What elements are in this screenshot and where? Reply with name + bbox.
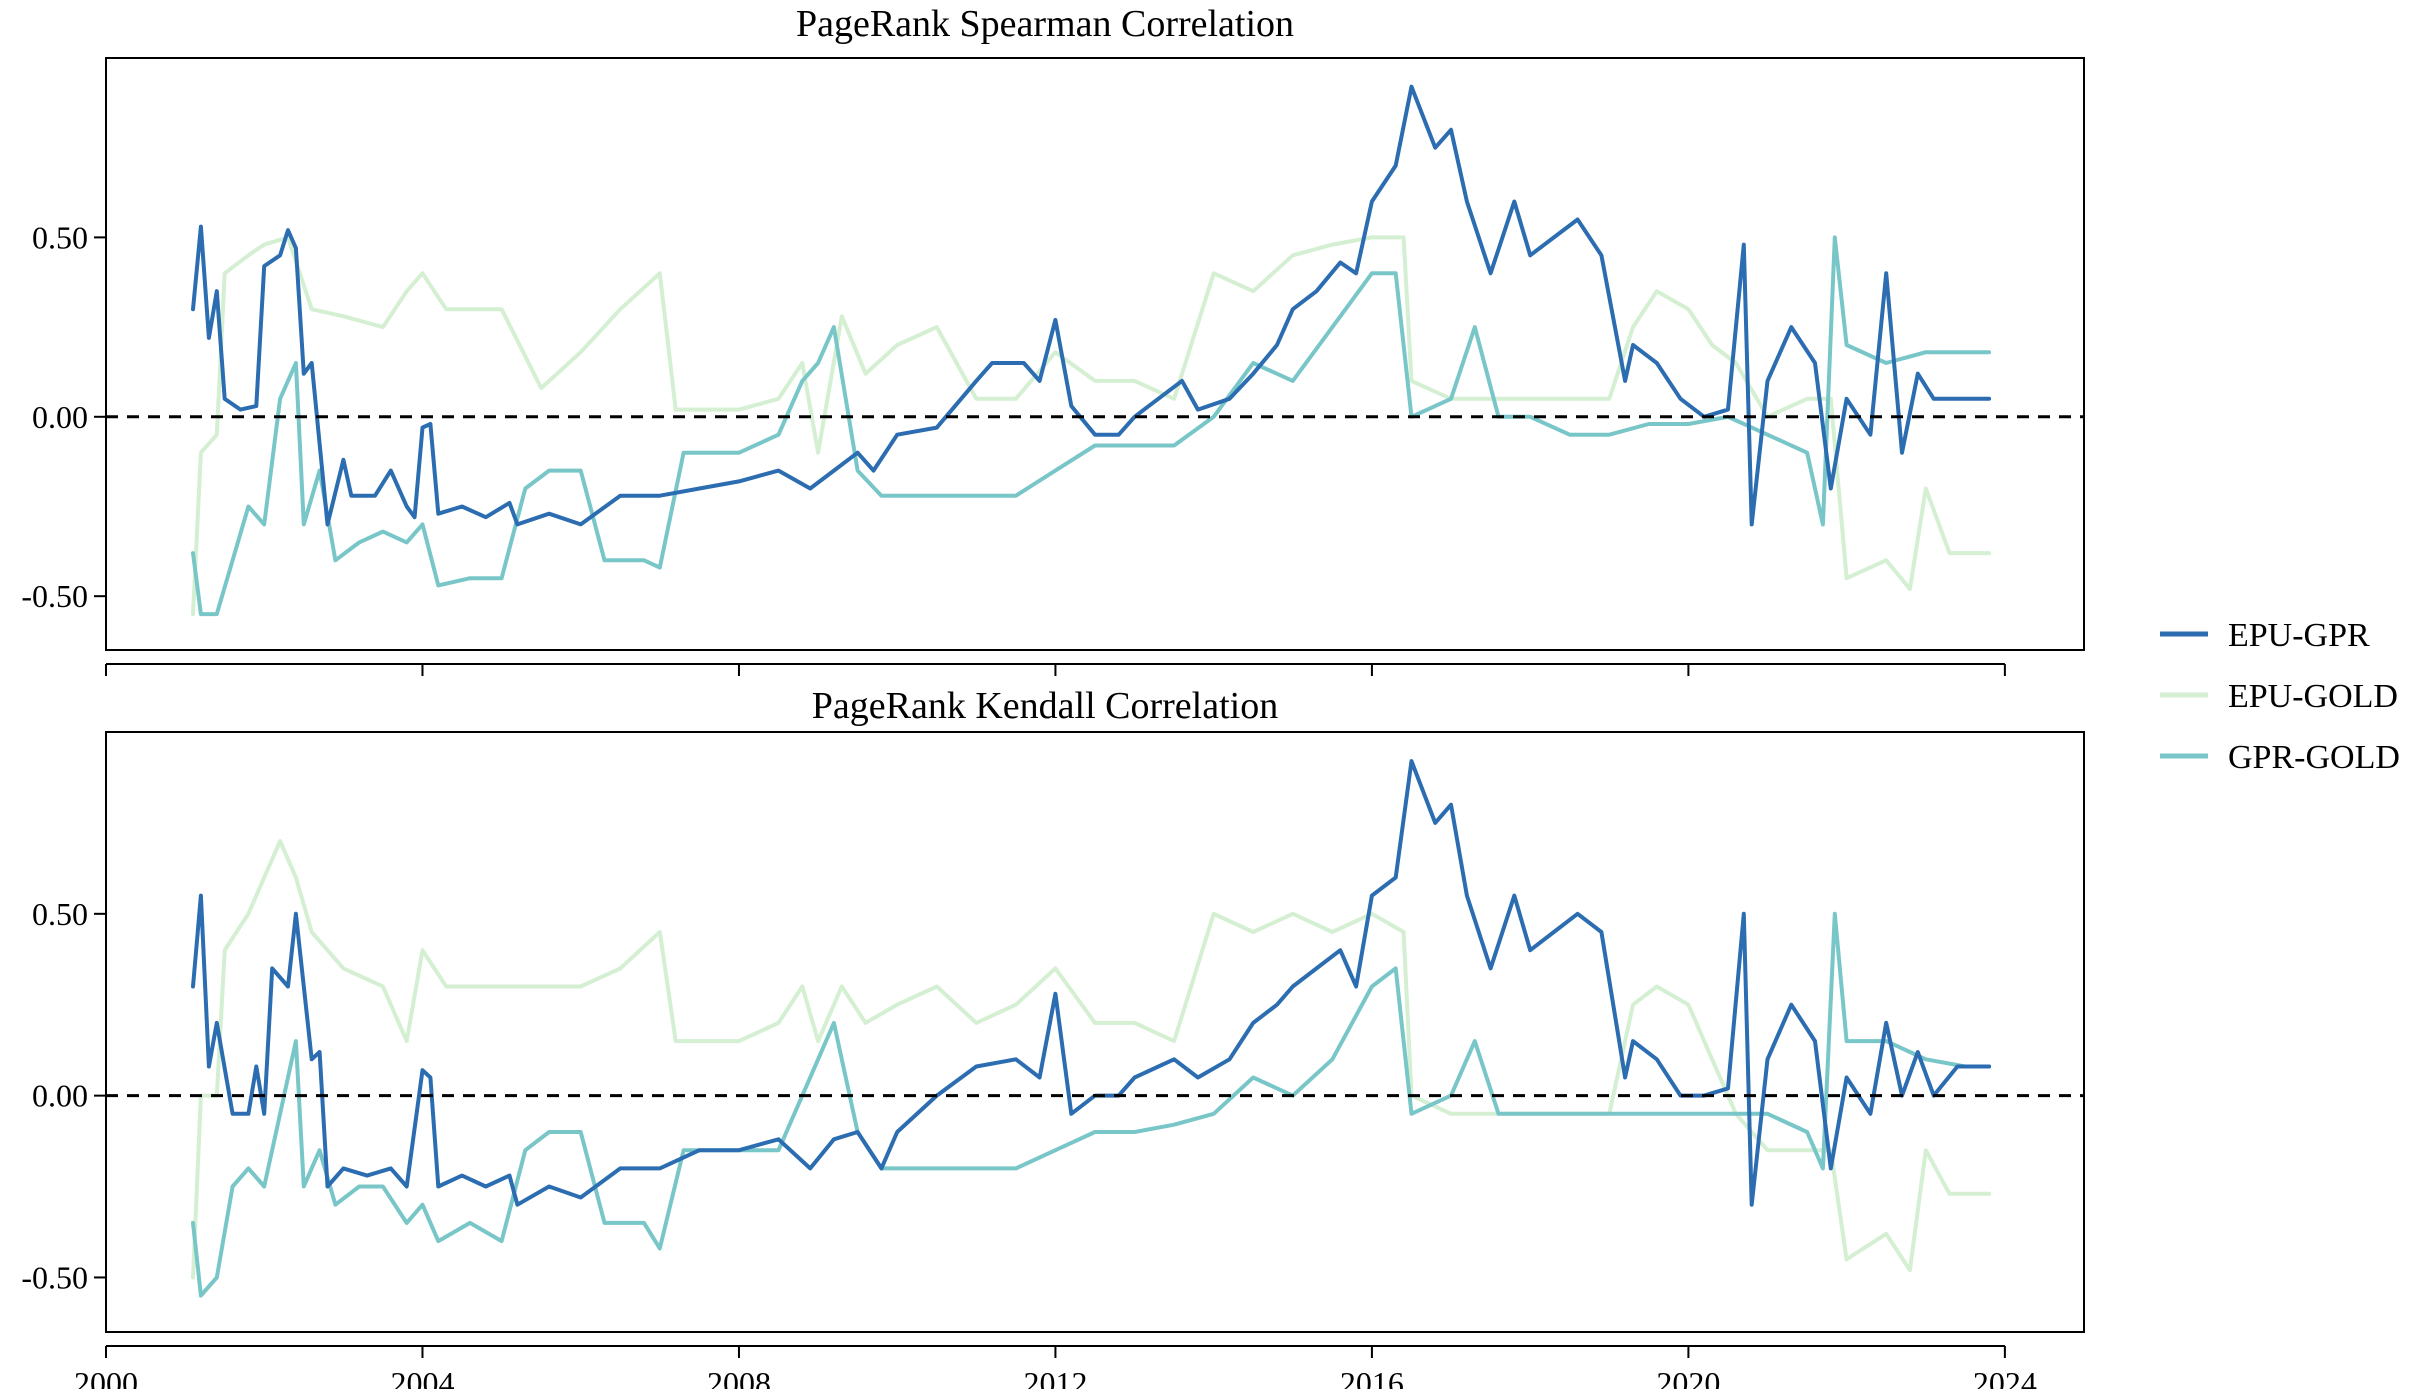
series-line-gpr-gold <box>191 235 1992 617</box>
x-tick-label: 2024 <box>1973 1365 2037 1389</box>
legend-item-epu-gold: EPU-GOLD <box>2160 678 2398 715</box>
legend-label-gpr-gold: GPR-GOLD <box>2228 739 2400 776</box>
legend-label-epu-gold: EPU-GOLD <box>2228 678 2398 715</box>
kendall-panel: PageRank Kendall Correlation -0.50 0.00 0.… <box>21 685 2085 1389</box>
series-line-epu-gold <box>191 235 1992 617</box>
y-tick-label: 0.00 <box>32 1078 88 1114</box>
spearman-series-layer <box>191 84 1992 617</box>
kendall-series-layer <box>191 759 1992 1298</box>
legend-item-epu-gpr: EPU-GPR <box>2160 617 2370 654</box>
kendall-y-axis: -0.50 0.00 0.50 <box>21 896 106 1295</box>
legend-label-epu-gpr: EPU-GPR <box>2228 617 2370 654</box>
series-line-epu-gpr <box>191 84 1992 527</box>
x-tick-label: 2004 <box>390 1365 454 1389</box>
spearman-x-axis <box>105 663 2006 676</box>
legend: EPU-GPR EPU-GOLD GPR-GOLD <box>2160 617 2400 776</box>
series-line-epu-gold <box>191 839 1992 1280</box>
x-tick-label: 2012 <box>1023 1365 1087 1389</box>
x-tick-label: 2000 <box>74 1365 138 1389</box>
kendall-title: PageRank Kendall Correlation <box>812 685 1278 727</box>
spearman-plot-frame <box>105 57 2085 651</box>
kendall-x-axis: 2000 2004 2008 2012 2016 2020 2024 <box>74 1345 2037 1389</box>
x-tick-label: 2016 <box>1340 1365 1404 1389</box>
y-tick-label: -0.50 <box>21 1259 88 1295</box>
y-tick-label: 0.50 <box>32 219 88 255</box>
y-tick-label: 0.50 <box>32 896 88 932</box>
kendall-plot-frame <box>105 731 2085 1333</box>
spearman-panel: PageRank Spearman Correlation -0.50 0.00 0… <box>21 3 2085 676</box>
y-tick-label: 0.00 <box>32 399 88 435</box>
spearman-title: PageRank Spearman Correlation <box>796 3 1294 45</box>
spearman-y-axis: -0.50 0.00 0.50 <box>21 219 106 614</box>
x-tick-label: 2008 <box>707 1365 771 1389</box>
series-line-epu-gpr <box>191 759 1992 1207</box>
y-tick-label: -0.50 <box>21 578 88 614</box>
x-tick-label: 2020 <box>1656 1365 1720 1389</box>
legend-item-gpr-gold: GPR-GOLD <box>2160 739 2400 776</box>
series-line-gpr-gold <box>191 911 1992 1298</box>
